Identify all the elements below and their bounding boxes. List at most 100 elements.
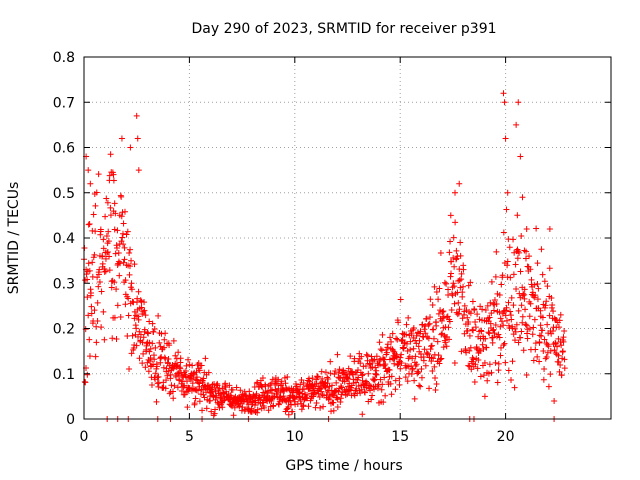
data-point (137, 297, 144, 304)
data-point (369, 392, 376, 399)
data-point (146, 318, 153, 325)
data-point (118, 193, 125, 200)
data-point (94, 318, 101, 325)
data-point (415, 343, 422, 350)
data-point (95, 171, 102, 178)
data-point (162, 330, 169, 337)
data-point (379, 331, 386, 338)
data-point (111, 279, 118, 286)
data-point (106, 267, 113, 274)
data-point (541, 366, 548, 373)
data-point (518, 328, 525, 335)
data-point (319, 375, 326, 382)
data-point (170, 395, 177, 402)
data-point (332, 368, 339, 375)
x-tick-label: 5 (185, 429, 194, 445)
data-point (526, 313, 533, 320)
data-point (381, 374, 388, 381)
y-tick-label: 0.6 (53, 141, 75, 157)
data-point (177, 355, 184, 362)
data-point (410, 325, 417, 332)
data-point (437, 356, 444, 363)
data-point (192, 386, 199, 393)
data-point (523, 322, 530, 329)
data-point (496, 309, 503, 316)
data-point (121, 256, 128, 263)
data-point (85, 260, 92, 267)
data-point (220, 395, 227, 402)
data-point (411, 395, 418, 402)
data-point (495, 367, 502, 374)
data-point (552, 340, 559, 347)
data-point (382, 392, 389, 399)
data-point-peak (523, 225, 530, 232)
data-point (479, 306, 486, 313)
data-point (467, 344, 474, 351)
data-point (561, 328, 568, 335)
data-point (499, 272, 506, 279)
data-point (88, 310, 95, 317)
y-tick-label: 0.5 (53, 186, 75, 202)
data-point (429, 368, 436, 375)
data-point (426, 314, 433, 321)
data-point (329, 382, 336, 389)
data-point (396, 381, 403, 388)
data-point (296, 389, 303, 396)
data-point (472, 361, 479, 368)
data-point (111, 200, 118, 207)
data-point (381, 356, 388, 363)
data-point-peak (519, 194, 526, 201)
data-point (129, 332, 136, 339)
data-point (297, 381, 304, 388)
data-point (478, 328, 485, 335)
data-point (90, 211, 97, 218)
data-point (511, 384, 518, 391)
data-point (552, 339, 559, 346)
data-point (145, 330, 152, 337)
data-point (114, 227, 121, 234)
data-point (397, 354, 404, 361)
data-point (526, 325, 533, 332)
data-point (145, 368, 152, 375)
data-point (173, 355, 180, 362)
data-point (411, 377, 418, 384)
data-point (289, 408, 296, 415)
data-point (322, 369, 329, 376)
data-point (104, 199, 111, 206)
data-point (363, 351, 370, 358)
data-point (446, 249, 453, 256)
data-point (482, 307, 489, 313)
data-point (176, 377, 183, 384)
data-point (459, 289, 466, 296)
data-point (144, 329, 151, 336)
data-point (103, 249, 110, 256)
data-point (297, 398, 304, 405)
data-point (161, 336, 168, 343)
x-axis-label: GPS time / hours (285, 458, 402, 474)
data-point (96, 266, 103, 273)
data-point (556, 317, 563, 324)
data-point (390, 347, 397, 354)
data-point (107, 204, 114, 211)
data-point (351, 355, 358, 362)
data-point (314, 374, 321, 381)
data-point (113, 244, 120, 251)
data-point (465, 282, 472, 289)
data-point (146, 348, 153, 355)
data-point (300, 380, 307, 387)
data-point (139, 360, 146, 367)
data-point (507, 274, 514, 281)
data-point (368, 396, 375, 403)
data-point (537, 307, 544, 314)
data-point (422, 323, 429, 330)
data-point (472, 318, 479, 325)
data-point (417, 383, 424, 390)
data-point (111, 314, 118, 321)
data-point (465, 318, 472, 325)
data-point (231, 404, 238, 411)
data-point (480, 372, 487, 379)
data-point (93, 339, 100, 346)
data-point (548, 294, 555, 301)
data-point (172, 373, 179, 380)
data-point (488, 278, 495, 285)
